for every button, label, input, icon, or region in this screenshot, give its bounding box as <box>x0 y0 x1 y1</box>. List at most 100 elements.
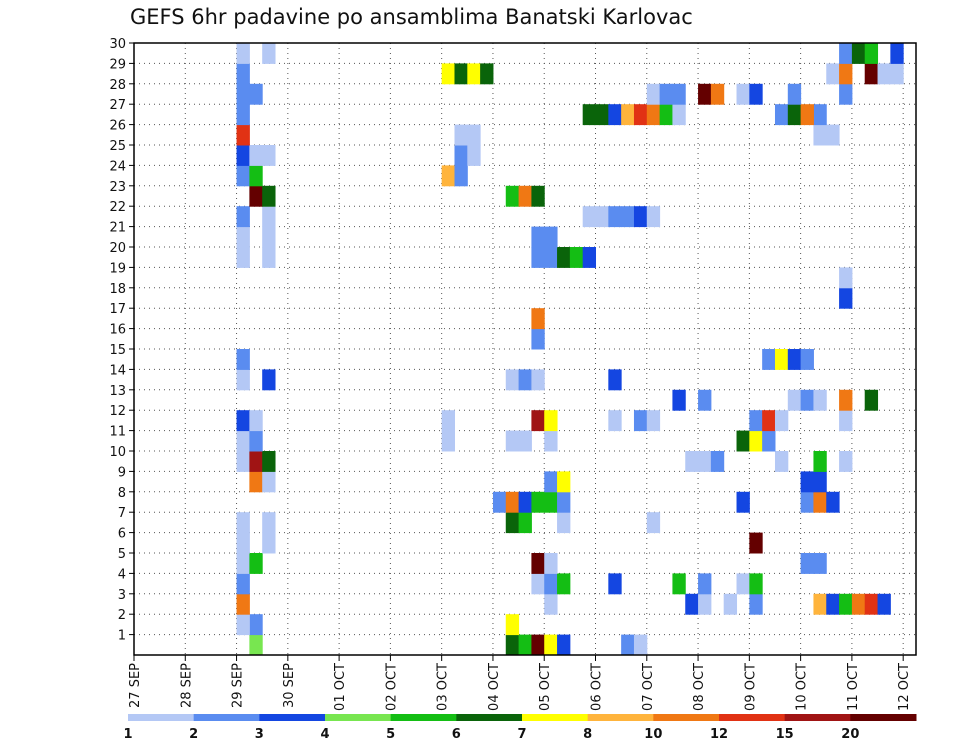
x-tick-label: 08 OCT <box>692 663 707 711</box>
precip-cell <box>800 491 814 513</box>
precip-cell <box>672 389 686 411</box>
precip-cell <box>249 430 263 452</box>
x-tick-label: 09 OCT <box>743 663 758 711</box>
precip-cell <box>236 349 250 370</box>
precip-cell <box>736 573 750 595</box>
y-tick-label: 17 <box>109 302 126 317</box>
precip-cell <box>454 165 468 187</box>
precip-cell <box>774 451 789 472</box>
precip-cell <box>236 532 250 554</box>
precip-cell <box>249 471 263 493</box>
precip-cell <box>492 491 507 513</box>
precip-cell <box>736 430 750 452</box>
precip-cell <box>518 491 532 513</box>
precip-cell <box>557 634 571 656</box>
precip-cell <box>454 124 468 146</box>
precip-cell <box>877 593 891 615</box>
x-tick-label: 30 SEP <box>282 663 297 708</box>
precip-cell <box>262 43 276 64</box>
precip-cell <box>569 247 584 268</box>
precip-cell <box>544 491 558 513</box>
y-tick-label: 8 <box>118 486 126 501</box>
precip-cell <box>800 553 814 574</box>
legend-swatch <box>259 714 326 721</box>
legend-swatch <box>719 714 786 721</box>
precip-cell <box>582 247 597 268</box>
precip-cell <box>236 247 250 268</box>
y-tick-label: 10 <box>109 445 126 460</box>
precip-cell <box>749 593 763 615</box>
precip-cell <box>249 553 263 574</box>
precip-cell <box>249 83 263 105</box>
precip-cell <box>454 63 468 85</box>
precip-cell <box>633 410 648 432</box>
precip-cell <box>236 512 250 534</box>
legend-label: 3 <box>255 727 264 742</box>
precip-cell <box>672 573 686 595</box>
precip-cell <box>710 83 725 105</box>
precip-cell <box>787 349 802 370</box>
precip-cell <box>813 451 827 472</box>
precip-cell <box>839 83 853 105</box>
precip-cell <box>839 63 853 85</box>
legend-swatch <box>325 714 392 721</box>
precip-cell <box>698 593 712 615</box>
precip-cell <box>236 451 250 472</box>
precip-cell <box>646 104 661 126</box>
precip-cell <box>236 226 250 248</box>
y-tick-label: 13 <box>109 384 126 399</box>
precip-cell <box>236 165 250 187</box>
precip-cell <box>262 247 276 268</box>
legend-label: 2 <box>189 727 198 742</box>
precip-cell <box>839 451 853 472</box>
precip-cell <box>698 389 712 411</box>
precip-cell <box>544 247 558 268</box>
precip-cell <box>851 43 866 64</box>
precip-cell <box>646 512 661 534</box>
legend-label: 8 <box>583 727 592 742</box>
precip-cell <box>531 369 545 391</box>
precip-cell <box>646 206 661 228</box>
precip-cell <box>749 430 763 452</box>
precip-cell <box>813 389 827 411</box>
precip-cell <box>236 369 250 391</box>
precip-cell <box>839 593 853 615</box>
precip-cell <box>826 593 840 615</box>
precip-cell <box>236 573 250 595</box>
legend-label: 15 <box>776 727 794 742</box>
x-tick-label: 02 OCT <box>384 663 399 711</box>
precip-cell <box>249 634 263 656</box>
y-tick-label: 23 <box>109 180 126 195</box>
legend-label: 4 <box>320 727 329 742</box>
precip-cell <box>531 328 545 350</box>
precip-cell <box>800 104 814 126</box>
precip-cell <box>544 573 558 595</box>
precip-cell <box>236 206 250 228</box>
legend-label: 6 <box>452 727 461 742</box>
precip-cell <box>505 634 520 656</box>
precip-cell <box>236 104 250 126</box>
precip-cell <box>557 491 571 513</box>
precip-cell <box>505 512 520 534</box>
y-tick-label: 14 <box>109 363 126 378</box>
precip-cell <box>646 83 661 105</box>
y-tick-label: 15 <box>109 343 126 358</box>
precip-cell <box>851 593 866 615</box>
precip-cell <box>544 410 558 432</box>
y-tick-label: 24 <box>109 159 126 174</box>
precip-cell <box>544 634 558 656</box>
precip-cell <box>672 104 686 126</box>
precip-cell <box>236 410 250 432</box>
y-tick-label: 7 <box>118 506 126 521</box>
precip-cell <box>441 410 455 432</box>
y-tick-label: 4 <box>118 567 126 582</box>
y-tick-label: 30 <box>109 37 126 52</box>
y-tick-label: 25 <box>109 139 126 154</box>
precip-cell <box>262 451 276 472</box>
y-tick-label: 27 <box>109 98 126 113</box>
precip-cell <box>531 634 545 656</box>
precip-cell <box>633 206 648 228</box>
precip-cell <box>467 145 481 166</box>
precip-cell <box>249 185 263 207</box>
